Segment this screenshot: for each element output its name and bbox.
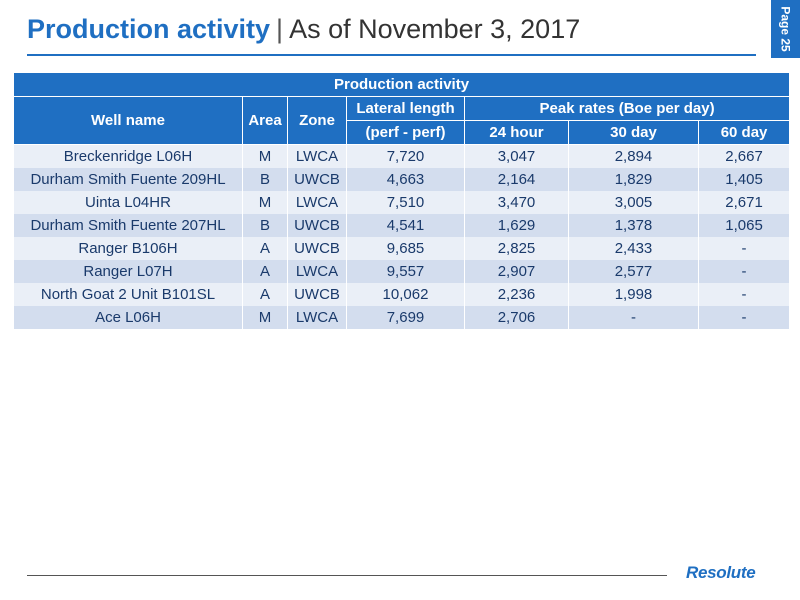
table-row: Ranger B106H A UWCB 9,685 2,825 2,433 -	[13, 237, 791, 260]
cell-well-name: Durham Smith Fuente 207HL	[13, 214, 243, 237]
cell-60-day: -	[697, 237, 791, 260]
cell-lateral-length: 7,720	[346, 144, 465, 168]
cell-area: B	[242, 168, 288, 191]
cell-24-hour: 2,907	[464, 260, 569, 283]
col-header-area: Area	[242, 96, 288, 145]
page-title: Production activity | As of November 3, 20…	[27, 14, 580, 45]
cell-24-hour: 1,629	[464, 214, 569, 237]
cell-30-day: 2,577	[568, 260, 699, 283]
cell-zone: LWCA	[287, 191, 347, 214]
col-header-30-day: 30 day	[568, 120, 699, 145]
col-header-lateral-unit: (perf - perf)	[346, 120, 465, 145]
col-header-zone: Zone	[287, 96, 347, 145]
title-date: As of November 3, 2017	[289, 14, 581, 44]
cell-well-name: North Goat 2 Unit B101SL	[13, 283, 243, 306]
col-header-60-day: 60 day	[697, 120, 791, 145]
title-underline	[27, 54, 756, 56]
cell-zone: LWCA	[287, 260, 347, 283]
cell-lateral-length: 7,510	[346, 191, 465, 214]
cell-well-name: Ranger L07H	[13, 260, 243, 283]
cell-lateral-length: 10,062	[346, 283, 465, 306]
cell-24-hour: 3,047	[464, 144, 569, 168]
cell-60-day: -	[697, 283, 791, 306]
col-header-24-hour: 24 hour	[464, 120, 569, 145]
page-number: Page 25	[778, 6, 793, 52]
cell-60-day: 2,667	[697, 144, 791, 168]
cell-lateral-length: 9,557	[346, 260, 465, 283]
cell-24-hour: 2,825	[464, 237, 569, 260]
footer-divider	[27, 575, 667, 576]
cell-60-day: 1,405	[697, 168, 791, 191]
cell-lateral-length: 7,699	[346, 306, 465, 329]
table-row: Durham Smith Fuente 207HL B UWCB 4,541 1…	[13, 214, 791, 237]
table-row: North Goat 2 Unit B101SL A UWCB 10,062 2…	[13, 283, 791, 306]
cell-30-day: -	[568, 306, 699, 329]
cell-60-day: -	[697, 260, 791, 283]
cell-zone: UWCB	[287, 237, 347, 260]
cell-30-day: 1,998	[568, 283, 699, 306]
cell-60-day: -	[697, 306, 791, 329]
title-separator: |	[276, 14, 284, 44]
cell-area: M	[242, 191, 288, 214]
production-table: Production activity Well name Area Zone …	[12, 72, 791, 329]
cell-24-hour: 2,706	[464, 306, 569, 329]
cell-well-name: Ranger B106H	[13, 237, 243, 260]
cell-60-day: 1,065	[697, 214, 791, 237]
cell-lateral-length: 4,541	[346, 214, 465, 237]
cell-zone: UWCB	[287, 283, 347, 306]
page-number-tab: Page 25	[771, 0, 800, 58]
cell-area: A	[242, 283, 288, 306]
cell-well-name: Uinta L04HR	[13, 191, 243, 214]
table-row: Ranger L07H A LWCA 9,557 2,907 2,577 -	[13, 260, 791, 283]
cell-area: M	[242, 306, 288, 329]
cell-30-day: 2,894	[568, 144, 699, 168]
cell-30-day: 3,005	[568, 191, 699, 214]
cell-lateral-length: 9,685	[346, 237, 465, 260]
cell-lateral-length: 4,663	[346, 168, 465, 191]
col-header-peak-rates: Peak rates (Boe per day)	[463, 96, 791, 121]
cell-24-hour: 3,470	[464, 191, 569, 214]
cell-well-name: Ace L06H	[13, 306, 243, 329]
cell-60-day: 2,671	[697, 191, 791, 214]
cell-30-day: 1,378	[568, 214, 699, 237]
title-bold: Production activity	[27, 14, 271, 44]
table-row: Ace L06H M LWCA 7,699 2,706 - -	[13, 306, 791, 329]
cell-30-day: 1,829	[568, 168, 699, 191]
cell-zone: LWCA	[287, 306, 347, 329]
cell-well-name: Breckenridge L06H	[13, 144, 243, 168]
cell-area: A	[242, 237, 288, 260]
table-row: Uinta L04HR M LWCA 7,510 3,470 3,005 2,6…	[13, 191, 791, 214]
cell-well-name: Durham Smith Fuente 209HL	[13, 168, 243, 191]
cell-zone: LWCA	[287, 144, 347, 168]
cell-30-day: 2,433	[568, 237, 699, 260]
cell-zone: UWCB	[287, 168, 347, 191]
table-caption: Production activity	[12, 72, 791, 97]
cell-24-hour: 2,236	[464, 283, 569, 306]
table-row: Durham Smith Fuente 209HL B UWCB 4,663 2…	[13, 168, 791, 191]
col-header-well-name: Well name	[13, 96, 243, 145]
cell-24-hour: 2,164	[464, 168, 569, 191]
cell-zone: UWCB	[287, 214, 347, 237]
cell-area: A	[242, 260, 288, 283]
table-row: Breckenridge L06H M LWCA 7,720 3,047 2,8…	[13, 144, 791, 168]
col-header-lateral-length: Lateral length	[346, 96, 465, 121]
resolute-logo: Resolute	[686, 563, 756, 582]
cell-area: B	[242, 214, 288, 237]
cell-area: M	[242, 144, 288, 168]
